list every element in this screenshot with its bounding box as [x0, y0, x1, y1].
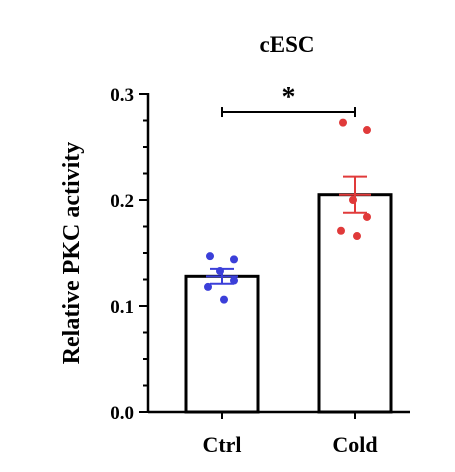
data-point — [206, 252, 214, 261]
y-tick-label: 0.0 — [110, 403, 134, 424]
y-tick-label: 0.3 — [110, 85, 134, 106]
data-point — [339, 118, 347, 127]
significance-annotation: * — [221, 82, 356, 118]
y-tick-label: 0.2 — [110, 191, 134, 212]
data-point — [353, 232, 361, 241]
y-axis-label: Relative PKC activity — [59, 142, 85, 365]
chart-title: cESC — [260, 32, 315, 57]
data-point — [204, 282, 212, 291]
x-tick-label: Ctrl — [202, 432, 241, 457]
significance-label: * — [282, 82, 296, 113]
data-points — [204, 118, 371, 304]
data-point — [337, 226, 345, 235]
data-point — [349, 196, 357, 204]
error-bars — [206, 175, 371, 285]
data-point — [363, 126, 371, 135]
data-point — [230, 276, 238, 285]
data-point — [216, 267, 224, 276]
data-point — [230, 255, 238, 264]
data-point — [220, 295, 228, 304]
bars — [184, 193, 393, 414]
bar-cold — [317, 193, 393, 414]
x-tick-label: Cold — [332, 432, 377, 457]
y-tick-label: 0.1 — [110, 297, 134, 318]
data-point — [363, 212, 371, 221]
